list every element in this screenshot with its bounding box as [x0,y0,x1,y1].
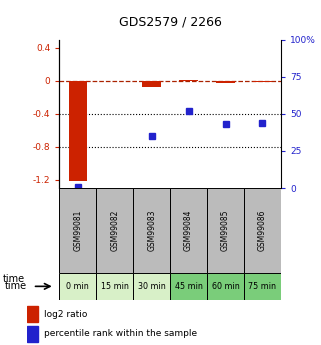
Text: GSM99085: GSM99085 [221,209,230,251]
Text: 0 min: 0 min [66,282,89,291]
Text: GSM99081: GSM99081 [73,210,82,251]
Bar [244,188,281,273]
Bar [69,81,87,181]
Bar [170,188,207,273]
Text: percentile rank within the sample: percentile rank within the sample [44,329,197,338]
Text: time: time [5,282,27,291]
Bar [96,273,133,300]
Text: GDS2579 / 2266: GDS2579 / 2266 [119,16,221,29]
Text: log2 ratio: log2 ratio [44,310,87,319]
Text: GSM99083: GSM99083 [147,209,156,251]
Text: GSM99082: GSM99082 [110,210,119,251]
Bar [59,188,96,273]
Bar [170,273,207,300]
Text: 15 min: 15 min [101,282,129,291]
Text: GSM99084: GSM99084 [184,209,193,251]
Bar [143,81,161,88]
Text: 30 min: 30 min [138,282,166,291]
Bar [27,306,38,322]
Bar [179,80,198,81]
Bar [253,81,272,82]
Text: 60 min: 60 min [212,282,239,291]
Bar [133,273,170,300]
Bar [216,81,235,83]
Text: 45 min: 45 min [175,282,203,291]
Bar [207,188,244,273]
Bar [244,273,281,300]
Text: time: time [3,274,25,284]
Text: GSM99086: GSM99086 [258,209,267,251]
Bar [96,188,133,273]
Text: 75 min: 75 min [248,282,276,291]
Bar [207,273,244,300]
Bar [59,273,96,300]
Bar [27,326,38,342]
Bar [133,188,170,273]
